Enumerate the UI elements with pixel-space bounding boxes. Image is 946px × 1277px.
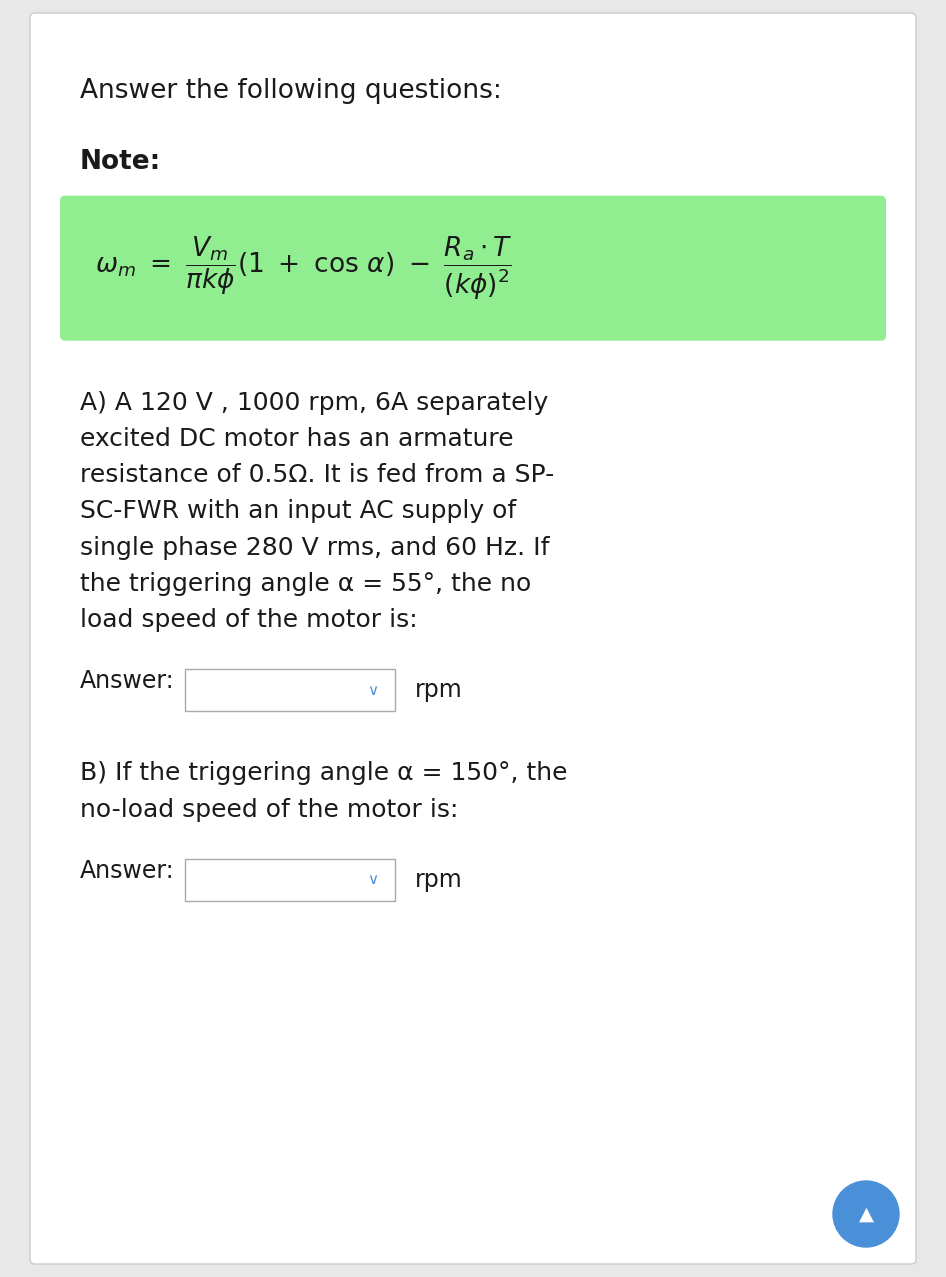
Text: Note:: Note: bbox=[80, 149, 161, 175]
Circle shape bbox=[833, 1181, 899, 1248]
FancyBboxPatch shape bbox=[185, 669, 395, 711]
Text: SC-FWR with an input AC supply of: SC-FWR with an input AC supply of bbox=[80, 499, 517, 524]
Text: Answer:: Answer: bbox=[80, 859, 175, 882]
Text: rpm: rpm bbox=[415, 678, 463, 702]
Text: no-load speed of the motor is:: no-load speed of the motor is: bbox=[80, 798, 459, 821]
FancyBboxPatch shape bbox=[185, 859, 395, 902]
Text: excited DC motor has an armature: excited DC motor has an armature bbox=[80, 427, 514, 451]
Text: $\omega_m\ =\ \dfrac{V_m}{\pi k\phi}(1\ +\ \cos\,\alpha)\ -\ \dfrac{R_a \cdot T}: $\omega_m\ =\ \dfrac{V_m}{\pi k\phi}(1\ … bbox=[95, 235, 513, 301]
Text: Answer the following questions:: Answer the following questions: bbox=[80, 78, 502, 103]
Text: A) A 120 V , 1000 rpm, 6A separately: A) A 120 V , 1000 rpm, 6A separately bbox=[80, 391, 549, 415]
Text: resistance of 0.5Ω. It is fed from a SP-: resistance of 0.5Ω. It is fed from a SP- bbox=[80, 464, 554, 488]
FancyBboxPatch shape bbox=[60, 195, 886, 341]
Text: the triggering angle α = 55°, the no: the triggering angle α = 55°, the no bbox=[80, 572, 532, 596]
Text: Answer:: Answer: bbox=[80, 669, 175, 693]
Text: ∨: ∨ bbox=[367, 683, 378, 699]
Text: rpm: rpm bbox=[415, 868, 463, 891]
Text: B) If the triggering angle α = 150°, the: B) If the triggering angle α = 150°, the bbox=[80, 761, 568, 785]
Text: ∨: ∨ bbox=[367, 872, 378, 888]
Text: ▲: ▲ bbox=[859, 1204, 873, 1223]
Text: single phase 280 V rms, and 60 Hz. If: single phase 280 V rms, and 60 Hz. If bbox=[80, 536, 550, 559]
FancyBboxPatch shape bbox=[30, 13, 916, 1264]
Text: load speed of the motor is:: load speed of the motor is: bbox=[80, 608, 417, 632]
